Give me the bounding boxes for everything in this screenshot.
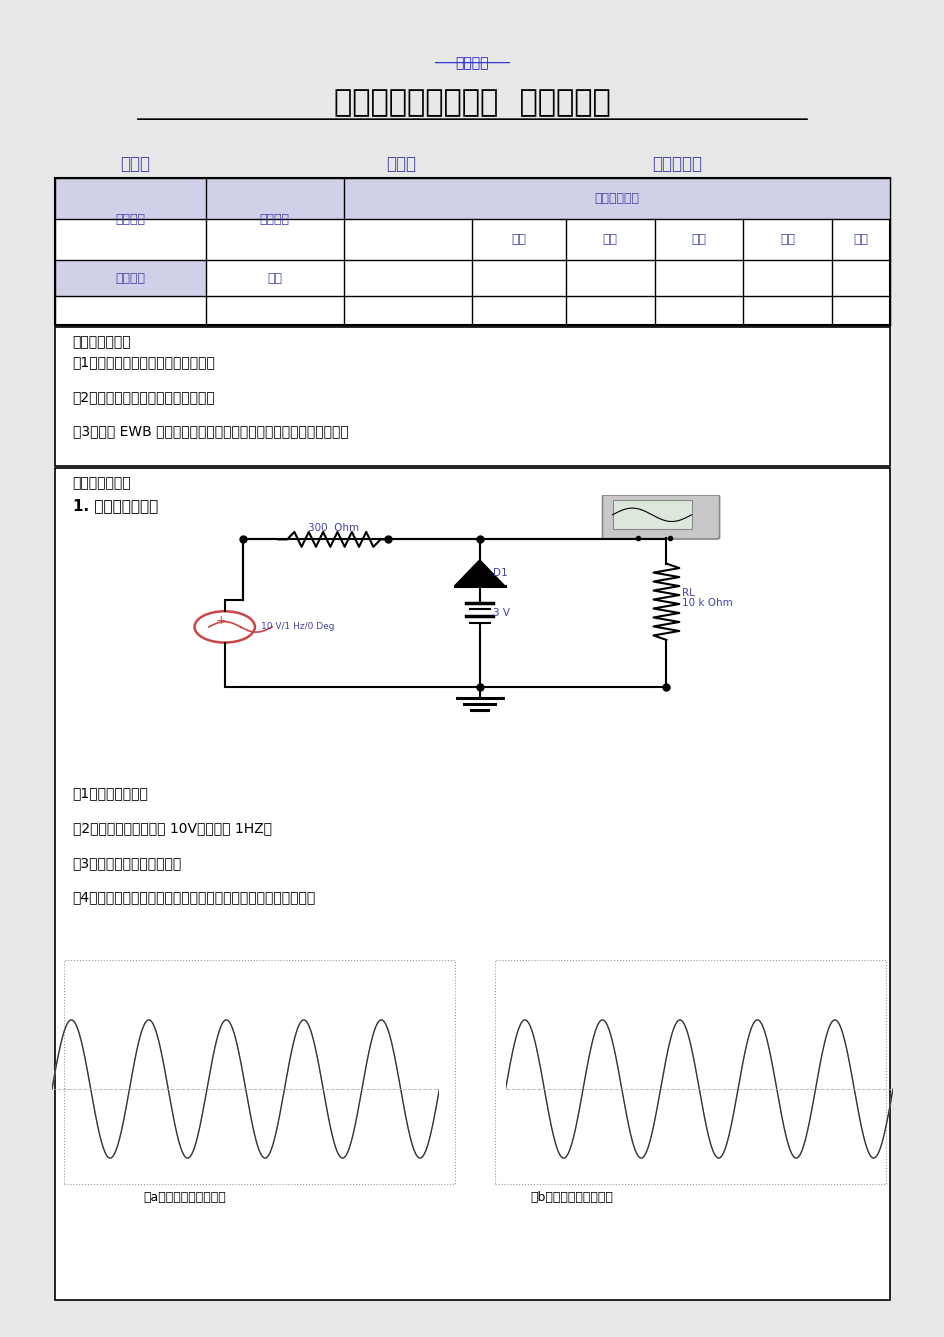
Text: 二、实验步骤：: 二、实验步骤： — [73, 476, 131, 489]
Text: 10 k Ohm: 10 k Ohm — [682, 598, 733, 608]
Text: （a）上限幅电路波形图: （a）上限幅电路波形图 — [143, 1191, 227, 1203]
Text: 演示: 演示 — [602, 233, 617, 246]
Text: RL: RL — [682, 588, 695, 599]
Text: 指导老师: 指导老师 — [115, 271, 145, 285]
Text: 其他: 其他 — [852, 233, 868, 246]
Text: 综合: 综合 — [691, 233, 706, 246]
Text: （1）掌握二极管限幅电路的工作原理: （1）掌握二极管限幅电路的工作原理 — [73, 356, 215, 369]
Bar — [495, 960, 885, 1185]
Text: 1. 二极管限幅电路: 1. 二极管限幅电路 — [73, 497, 158, 513]
Text: 一、实验目的：: 一、实验目的： — [73, 334, 131, 349]
FancyBboxPatch shape — [602, 495, 718, 539]
Bar — [612, 500, 691, 529]
Text: 限幅电路和钳位电路  实验报告书: 限幅电路和钳位电路 实验报告书 — [334, 88, 610, 118]
Bar — [55, 468, 889, 1300]
Text: 300  Ohm: 300 Ohm — [308, 523, 359, 533]
Text: （b）下限幅电路波形图: （b）下限幅电路波形图 — [530, 1191, 613, 1203]
Text: （4）参照下图给出输入输出信号的波形图，说明电路的工作原理: （4）参照下图给出输入输出信号的波形图，说明电路的工作原理 — [73, 890, 315, 905]
Text: （2）设置交流电压源为 10V，频率为 1HZ。: （2）设置交流电压源为 10V，频率为 1HZ。 — [73, 821, 272, 836]
Bar — [64, 960, 454, 1185]
Text: 3 V: 3 V — [492, 608, 509, 618]
Text: +: + — [215, 614, 227, 627]
Text: 姓名：: 姓名： — [386, 155, 416, 172]
Text: 爱西安网: 爱西安网 — [455, 56, 489, 71]
Text: 实验项目类型: 实验项目类型 — [594, 193, 639, 206]
Text: D1: D1 — [492, 568, 507, 578]
Text: 学习中心：: 学习中心： — [651, 155, 701, 172]
Text: （3）掌握 EWB 软件的交流信号源、示波器、函数发生器的使用方法: （3）掌握 EWB 软件的交流信号源、示波器、函数发生器的使用方法 — [73, 425, 348, 439]
Bar — [55, 261, 206, 297]
Text: 课程名称: 课程名称 — [115, 213, 145, 226]
Text: （3）激活电路进行仿真运行: （3）激活电路进行仿真运行 — [73, 856, 182, 870]
Text: 10 V/1 Hz/0 Deg: 10 V/1 Hz/0 Deg — [261, 623, 334, 631]
Bar — [55, 328, 889, 465]
Text: 成绩: 成绩 — [267, 271, 282, 285]
Text: 设计: 设计 — [780, 233, 795, 246]
Bar — [55, 178, 889, 325]
Text: 实验项目: 实验项目 — [260, 213, 290, 226]
Bar — [344, 178, 889, 219]
Bar — [206, 178, 344, 219]
Text: （1）按图连接电路: （1）按图连接电路 — [73, 786, 148, 801]
Bar — [55, 178, 206, 219]
Text: 学号：: 学号： — [120, 155, 150, 172]
Polygon shape — [454, 560, 504, 586]
Text: （2）掌握二极管钳位电路的工作原理: （2）掌握二极管钳位电路的工作原理 — [73, 390, 215, 404]
Text: 验证: 验证 — [511, 233, 526, 246]
